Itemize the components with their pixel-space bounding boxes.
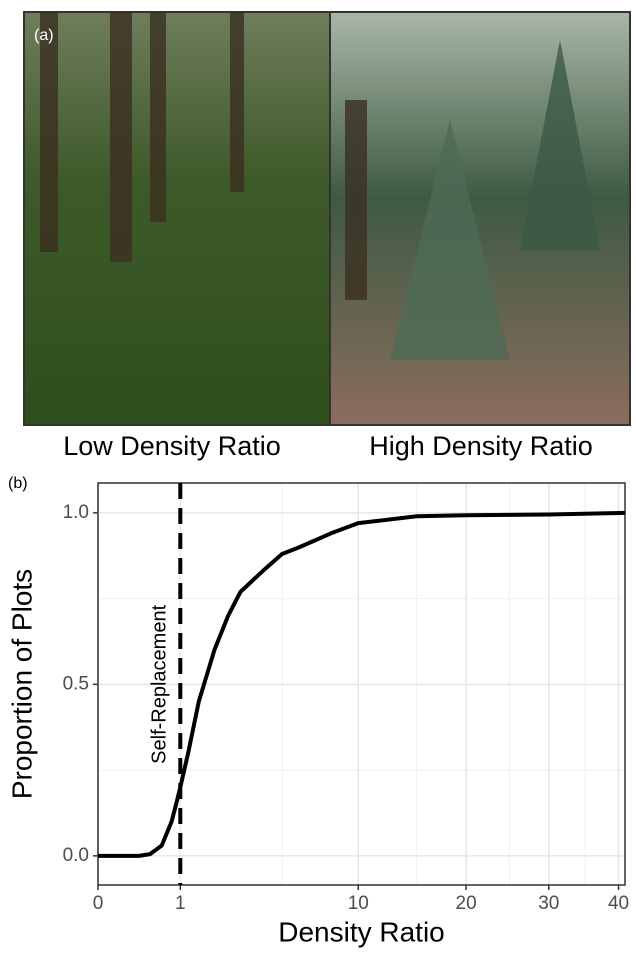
y-tick-label: 0.0 — [63, 845, 89, 866]
x-tick-label: 10 — [348, 893, 369, 914]
data-line — [98, 510, 626, 858]
photo-low — [23, 11, 331, 426]
y-tick-label: 0.5 — [63, 673, 89, 694]
x-tick-label: 40 — [608, 893, 629, 914]
photo-label: High Density Ratio — [369, 431, 593, 461]
panel-label: (a) — [34, 27, 54, 44]
x-tick-label: 0 — [93, 893, 104, 914]
y-tick-label: 1.0 — [63, 502, 89, 523]
x-axis-title: Density Ratio — [278, 916, 445, 947]
annotation: Self-Replacement — [149, 604, 171, 763]
x-tick-label: 30 — [538, 893, 559, 914]
panel-label: (b) — [8, 475, 28, 492]
y-axis-title: Proportion of Plots — [6, 569, 37, 799]
plot-border — [97, 482, 626, 886]
x-tick-label: 20 — [456, 893, 477, 914]
photo-label: Low Density Ratio — [63, 431, 281, 461]
photo-trees — [40, 12, 600, 360]
x-tick-label: 1 — [175, 893, 186, 914]
